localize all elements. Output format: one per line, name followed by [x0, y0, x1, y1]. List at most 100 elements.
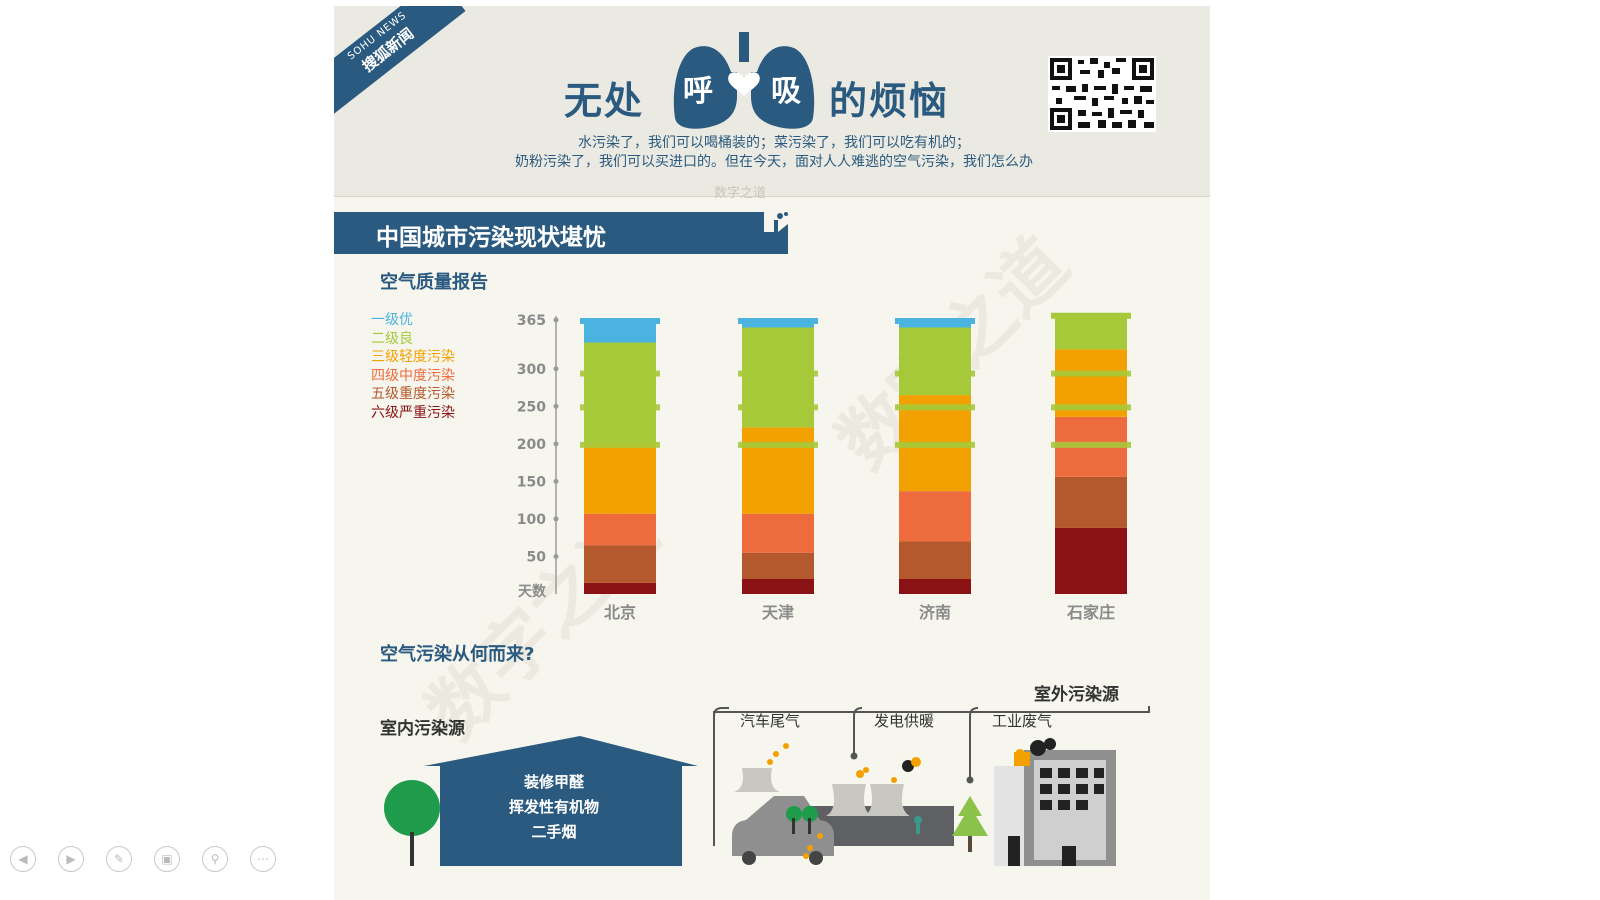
y-tick-label: 200	[517, 437, 546, 453]
title-lung-right: 吸	[771, 74, 801, 109]
zoom-button[interactable]: ⚲	[202, 846, 228, 872]
legend-item-4: 四级中度污染	[371, 367, 455, 384]
indoor-sources-list: 装修甲醛 挥发性有机物 二手烟	[434, 770, 674, 845]
y-tick-label: 50	[527, 549, 547, 565]
x-category-label: 北京	[604, 603, 636, 622]
y-tick-label: 150	[517, 474, 546, 490]
y-unit-label: 天数	[518, 583, 547, 600]
bar-segment	[584, 342, 656, 444]
section-banner: 中国城市污染现状堪忧	[334, 212, 814, 254]
bar-band	[895, 370, 975, 377]
legend-item-6: 六级严重污染	[371, 404, 455, 421]
y-tick-label: 250	[517, 399, 546, 415]
bar-segment	[1055, 527, 1127, 594]
indoor-sources-title: 室内污染源	[380, 719, 465, 739]
y-tick-mark	[553, 478, 559, 484]
bar-segment	[899, 578, 971, 594]
y-tick-mark	[553, 516, 559, 522]
more-icon: ⋯	[257, 852, 269, 866]
header: SOHU NEWS 搜狐新闻 无处 呼 吸 的烦恼	[334, 6, 1210, 201]
qr-code-icon	[1048, 56, 1156, 132]
title-left: 无处	[564, 79, 645, 123]
intro-line-2: 奶粉污染了，我们可以买进口的。但在今天，面对人人难逃的空气污染，我们怎么办	[515, 154, 1033, 170]
y-tick-mark	[553, 441, 559, 447]
bar-segment	[899, 491, 971, 542]
slides-icon: ▣	[161, 852, 173, 866]
watermark-text: 数字之道	[714, 186, 767, 201]
outdoor-sources-title: 室外污染源	[1034, 685, 1119, 705]
bar-cap	[1051, 312, 1131, 319]
outdoor-source-2: 发电供暖	[874, 712, 935, 730]
bar-segment	[742, 427, 814, 514]
chart-legend: 一级优 二级良 三级轻度污染 四级中度污染 五级重度污染 六级严重污染	[371, 311, 455, 423]
y-tick-label: 365	[517, 313, 546, 329]
prev-icon: ◀	[18, 852, 28, 866]
bar-cap	[580, 318, 660, 324]
bar-segment	[1055, 314, 1127, 350]
pen-icon: ✎	[113, 852, 125, 866]
sohu-news-ribbon: SOHU NEWS 搜狐新闻	[334, 6, 466, 116]
x-category-label: 天津	[762, 603, 794, 622]
x-category-label: 石家庄	[1066, 603, 1115, 622]
legend-item-3: 三级轻度污染	[371, 349, 455, 366]
title-lung-left: 呼	[683, 74, 713, 109]
bar-band	[1051, 370, 1131, 377]
intro-text: 水污染了，我们可以喝桶装的；菜污染了，我们可以吃有机的； 奶粉污染了，我们可以买…	[374, 134, 1174, 172]
bar-cap	[738, 318, 818, 324]
pollution-sources-illustration	[384, 706, 1150, 866]
chart-title: 空气质量报告	[380, 272, 488, 293]
y-tick-label: 100	[517, 512, 546, 528]
bar-segment	[899, 327, 971, 396]
indoor-source-1: 装修甲醛	[523, 773, 584, 791]
legend-item-1: 一级优	[371, 312, 413, 328]
more-button[interactable]: ⋯	[250, 846, 276, 872]
y-tick-mark	[553, 366, 559, 372]
page-title: 无处 呼 吸 的烦恼	[564, 32, 984, 132]
pen-button[interactable]: ✎	[106, 846, 132, 872]
legend-item-5: 五级重度污染	[371, 386, 455, 403]
prev-slide-button[interactable]: ◀	[10, 846, 36, 872]
x-category-label: 济南	[919, 603, 951, 622]
bar-band	[580, 441, 660, 448]
bar-band	[1051, 404, 1131, 411]
bar-segment	[584, 443, 656, 514]
outdoor-source-3: 工业废气	[992, 712, 1053, 730]
next-icon: ▶	[66, 852, 76, 866]
title-right: 的烦恼	[829, 79, 950, 123]
factory-icon	[764, 212, 814, 254]
section-banner-text: 中国城市污染现状堪忧	[376, 225, 606, 251]
bar-segment	[899, 541, 971, 579]
y-tick-mark	[553, 403, 559, 409]
outdoor-source-1: 汽车尾气	[740, 712, 801, 730]
bar-band	[738, 370, 818, 377]
presentation-toolbar: ◀ ▶ ✎ ▣ ⚲ ⋯	[10, 846, 280, 874]
source-title: 空气污染从何而来?	[380, 644, 535, 665]
bar-band	[895, 404, 975, 411]
y-tick-mark	[553, 553, 559, 559]
bar-segment	[742, 513, 814, 553]
intro-line-1: 水污染了，我们可以喝桶装的；菜污染了，我们可以吃有机的；	[578, 135, 970, 151]
y-tick-label: 300	[517, 362, 546, 378]
lungs-icon: 呼 吸	[669, 32, 819, 132]
bar-segment	[1055, 476, 1127, 528]
zoom-icon: ⚲	[210, 852, 220, 866]
bar-cap	[895, 318, 975, 324]
bar-segment	[742, 327, 814, 428]
bar-band	[580, 404, 660, 411]
infographic-slide: SOHU NEWS 搜狐新闻 无处 呼 吸 的烦恼	[334, 6, 1210, 900]
bar-segment	[584, 545, 656, 583]
y-tick-mark	[553, 317, 559, 323]
indoor-source-3: 二手烟	[531, 823, 577, 841]
bar-band	[1051, 441, 1131, 448]
indoor-source-2: 挥发性有机物	[508, 798, 599, 816]
slides-button[interactable]: ▣	[154, 846, 180, 872]
bar-segment	[742, 578, 814, 594]
bar-segment	[584, 582, 656, 594]
bar-band	[738, 404, 818, 411]
next-slide-button[interactable]: ▶	[58, 846, 84, 872]
bar-band	[738, 441, 818, 448]
bar-band	[895, 441, 975, 448]
bar-band	[580, 370, 660, 377]
bar-segment	[584, 513, 656, 546]
